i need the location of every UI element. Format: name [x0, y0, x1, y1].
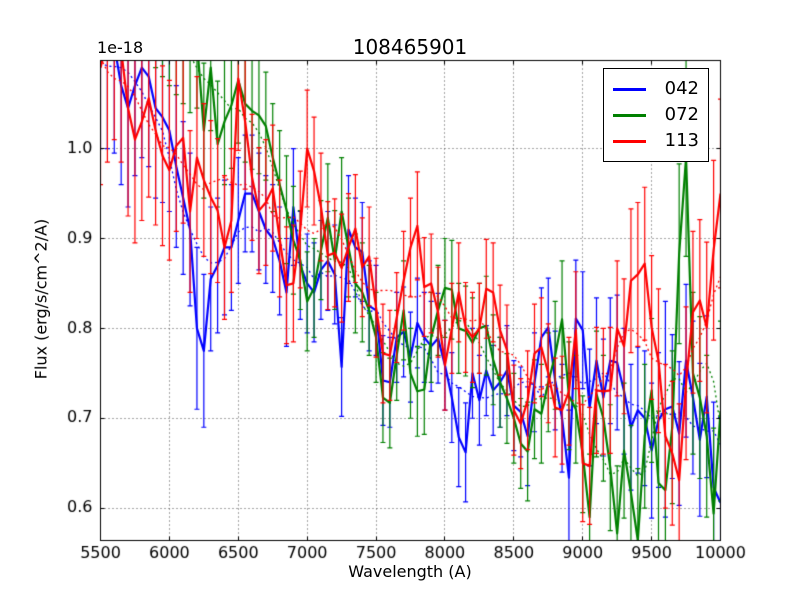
plot-title: 108465901	[352, 35, 468, 59]
legend-line-green	[613, 113, 646, 117]
x-axis-label: Wavelength (A)	[348, 562, 472, 581]
legend-entry-042: 042	[613, 76, 699, 102]
legend-label-042: 042	[664, 78, 699, 99]
y-axis-offset-text: 1e-18	[97, 38, 144, 57]
legend-entry-072: 072	[613, 102, 699, 128]
legend-line-blue	[613, 87, 646, 91]
legend-label-113: 113	[664, 130, 699, 151]
legend-box: 042 072 113	[603, 68, 709, 162]
y-axis-label: Flux (erg/s/cm^2/A)	[31, 218, 51, 380]
legend-entry-113: 113	[613, 128, 699, 154]
legend-label-072: 072	[664, 104, 699, 125]
legend-line-red	[613, 139, 646, 143]
